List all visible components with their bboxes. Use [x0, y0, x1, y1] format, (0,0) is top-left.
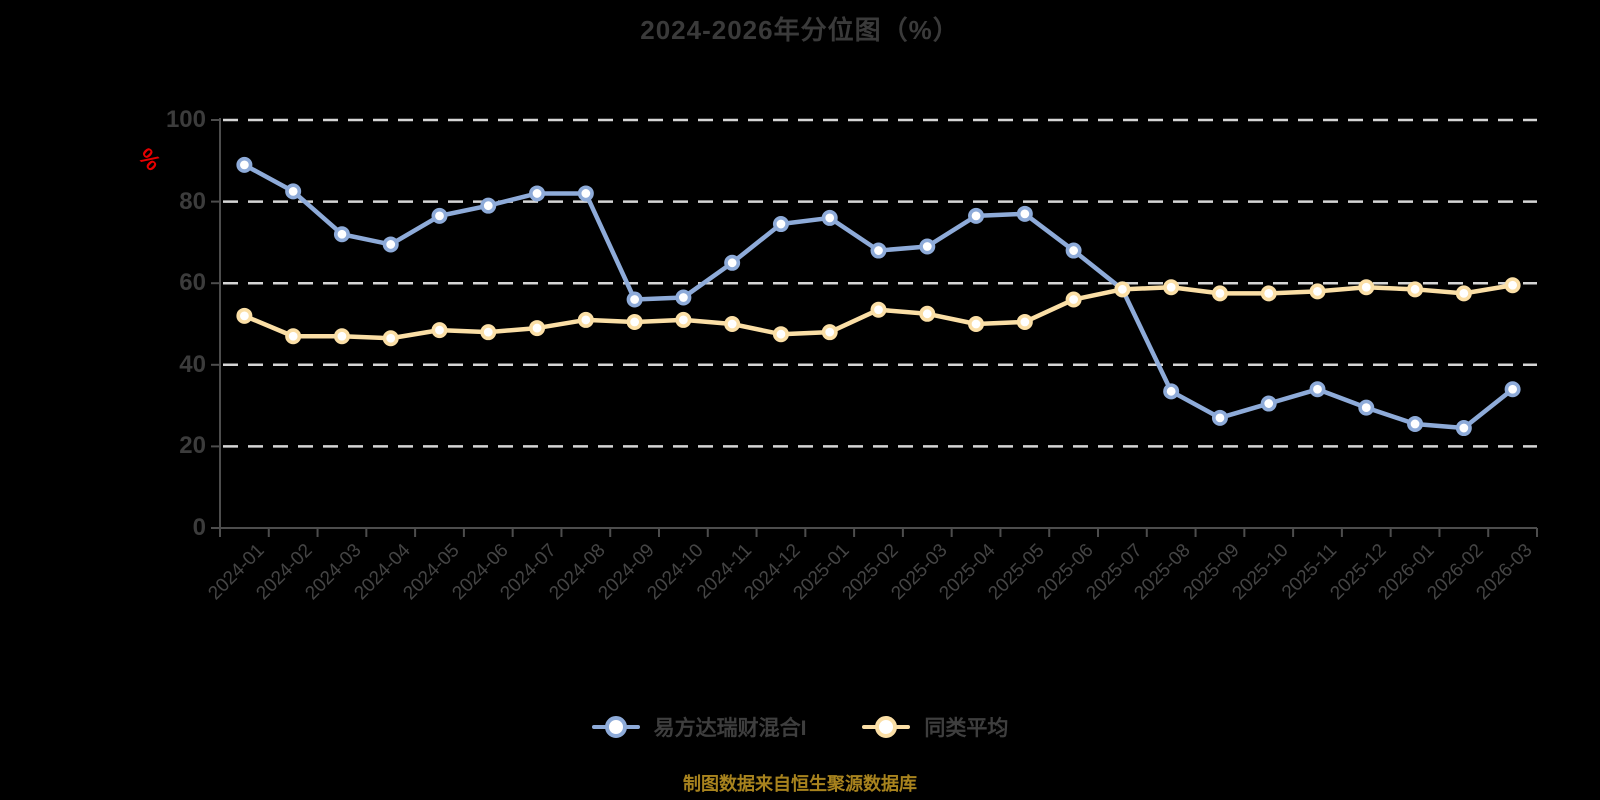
data-point-marker: [968, 315, 985, 332]
legend-line-circle-icon: [862, 715, 911, 739]
legend-line-circle-icon: [591, 715, 640, 739]
data-point-marker: [1358, 399, 1375, 416]
data-point-marker: [1504, 277, 1521, 294]
legend-label: 易方达瑞财混合I: [653, 717, 807, 740]
data-point-marker: [919, 305, 936, 322]
data-point-marker: [431, 207, 448, 224]
legend-item-series-1[interactable]: 同类平均: [862, 712, 1008, 742]
data-point-marker: [236, 156, 253, 173]
data-point-marker: [382, 330, 399, 347]
data-point-marker: [285, 328, 302, 345]
data-point-marker: [236, 307, 253, 324]
data-point-marker: [919, 238, 936, 255]
data-point-marker: [1455, 285, 1472, 302]
data-point-marker: [1260, 285, 1277, 302]
data-point-marker: [1016, 205, 1033, 222]
footer-note: 制图数据来自恒生聚源数据库: [683, 774, 917, 794]
data-point-marker: [772, 216, 789, 233]
data-point-marker: [821, 324, 838, 341]
data-point-marker: [577, 185, 594, 202]
data-point-marker: [480, 324, 497, 341]
data-point-marker: [821, 209, 838, 226]
data-point-marker: [529, 320, 546, 337]
y-axis-label: 0: [192, 514, 206, 541]
data-point-marker: [382, 236, 399, 253]
data-point-marker: [1163, 383, 1180, 400]
chart-title: 2024-2026年分位图（%）: [640, 15, 960, 45]
data-point-marker: [333, 328, 350, 345]
data-point-marker: [1260, 395, 1277, 412]
y-axis-label: 60: [179, 269, 206, 297]
data-point-marker: [675, 289, 692, 306]
data-point-marker: [1504, 381, 1521, 398]
data-point-marker: [1114, 281, 1131, 298]
data-point-marker: [1211, 285, 1228, 302]
data-point-marker: [626, 291, 643, 308]
y-axis-label: 80: [179, 187, 206, 215]
data-point-marker: [333, 226, 350, 243]
data-point-marker: [1309, 283, 1326, 300]
data-point-marker: [870, 301, 887, 318]
data-point-marker: [1358, 279, 1375, 296]
data-point-marker: [870, 242, 887, 259]
data-point-marker: [1407, 281, 1424, 298]
data-point-marker: [1211, 409, 1228, 426]
legend: 易方达瑞财混合I 同类平均: [0, 712, 1600, 742]
y-axis-label: 20: [179, 432, 206, 460]
data-point-marker: [772, 326, 789, 343]
data-point-marker: [724, 254, 741, 271]
data-point-marker: [1065, 242, 1082, 259]
data-point-marker: [1407, 415, 1424, 432]
data-point-marker: [724, 315, 741, 332]
data-point-marker: [968, 207, 985, 224]
data-point-marker: [1065, 291, 1082, 308]
data-point-marker: [1016, 313, 1033, 330]
y-axis-label: 40: [179, 350, 206, 378]
data-point-marker: [1309, 381, 1326, 398]
data-point-marker: [529, 185, 546, 202]
data-point-marker: [577, 311, 594, 328]
y-axis-label: 100: [165, 106, 206, 133]
data-point-marker: [431, 322, 448, 339]
data-point-marker: [1163, 279, 1180, 296]
legend-label: 同类平均: [924, 717, 1009, 740]
legend-item-series-0[interactable]: 易方达瑞财混合I: [591, 712, 807, 742]
data-point-marker: [626, 313, 643, 330]
data-point-marker: [480, 197, 497, 214]
data-point-marker: [1455, 420, 1472, 437]
data-point-marker: [675, 311, 692, 328]
data-point-marker: [285, 183, 302, 200]
